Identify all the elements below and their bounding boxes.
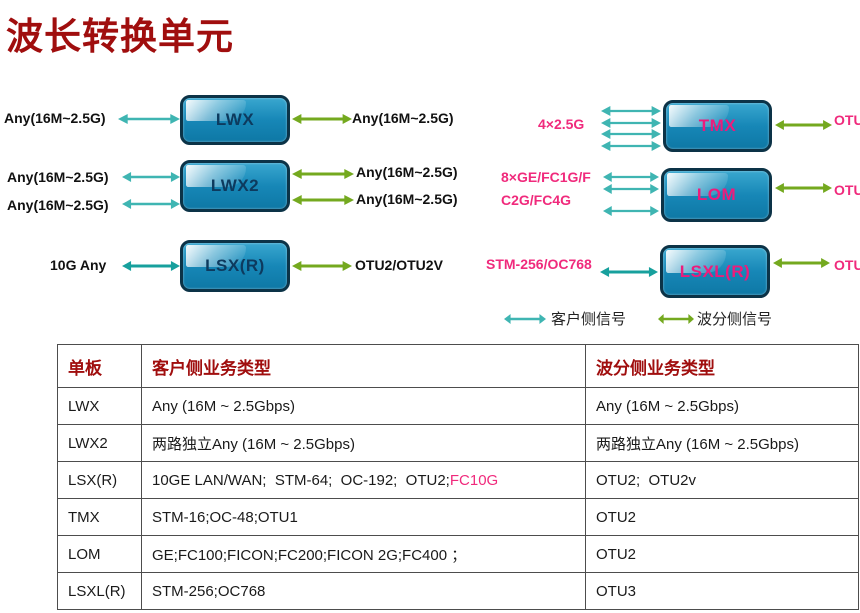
cell-board: LWX2: [57, 424, 142, 462]
wdm-signal-arrow-icon: [292, 194, 354, 206]
client-signal-arrow-icon: [603, 171, 659, 183]
cell-board: LSX(R): [57, 461, 142, 499]
board-lwx2: LWX2: [180, 160, 290, 212]
cell-board: LSXL(R): [57, 572, 142, 610]
board-tmx: TMX: [663, 100, 772, 152]
board-label: TMX: [698, 116, 737, 135]
cell-client: STM-16;OC-48;OTU1: [141, 498, 586, 536]
cell-client-highlight: FC10G: [449, 471, 499, 489]
port-label-clipped: OTU2: [834, 182, 860, 198]
wdm-signal-arrow-icon: [292, 113, 352, 125]
gloss-highlight: [186, 165, 247, 188]
port-label-clipped: OTU3: [834, 257, 860, 273]
port-label: Any(16M~2.5G): [356, 164, 458, 180]
table-row-lom: LOM GE;FC100;FICON;FC200;FICON 2G;FC400 …: [57, 535, 859, 573]
cell-wdm: OTU2: [585, 535, 859, 573]
gloss-highlight: [667, 173, 728, 197]
cell-wdm: Any (16M ~ 2.5Gbps): [585, 387, 859, 425]
cell-client: 10GE LAN/WAN; STM-64; OC-192; OTU2;FC10G: [141, 461, 586, 499]
port-label: C2G/FC4G: [501, 192, 572, 208]
port-label: 10G Any: [50, 257, 107, 273]
port-label: Any(16M~2.5G): [7, 169, 109, 185]
gloss-highlight: [186, 100, 247, 122]
client-signal-arrow-icon: [603, 205, 659, 217]
cell-client: Any (16M ~ 2.5Gbps): [141, 387, 586, 425]
header-board: 单板: [57, 344, 142, 388]
table-row-lwx2: LWX2 两路独立Any (16M ~ 2.5Gbps) 两路独立Any (16…: [57, 424, 859, 462]
cell-client: GE;FC100;FICON;FC200;FICON 2G;FC400 ；: [141, 535, 586, 573]
cell-wdm: OTU3: [585, 572, 859, 610]
port-label: Any(16M~2.5G): [352, 110, 454, 126]
cell-wdm: 两路独立Any (16M ~ 2.5Gbps): [585, 424, 859, 462]
board-label: LWX2: [210, 176, 260, 195]
client-signal-arrow-icon: [122, 198, 180, 210]
port-label: 4×2.5G: [538, 116, 585, 132]
port-label-clipped: OTU2: [834, 112, 860, 128]
table-row-tmx: TMX STM-16;OC-48;OTU1 OTU2: [57, 498, 859, 536]
port-label: Any(16M~2.5G): [356, 191, 458, 207]
cell-client: STM-256;OC768: [141, 572, 586, 610]
client-signal-arrow-icon: [122, 171, 180, 183]
client-signal-arrow-icon: [601, 117, 661, 129]
table-header-row: 单板 客户侧业务类型 波分侧业务类型: [57, 344, 859, 388]
port-label: OTU2/OTU2V: [355, 257, 443, 273]
page-title: 波长转换单元: [6, 16, 234, 57]
client-signal-arrow-icon: [600, 266, 658, 278]
port-label: STM-256/OC768: [486, 256, 592, 272]
board-label: LSXL(R): [679, 261, 751, 281]
wdm-signal-arrow-icon: [775, 119, 832, 131]
legend-client-label: 客户侧信号: [551, 311, 627, 328]
client-signal-arrow-icon: [601, 140, 661, 152]
port-label: Any(16M~2.5G): [4, 110, 106, 126]
wdm-signal-arrow-icon: [773, 257, 830, 269]
wdm-signal-arrow-icon: [292, 168, 354, 180]
wdm-signal-arrow-icon: [775, 182, 832, 194]
gloss-highlight: [669, 105, 729, 128]
table-row-lwx: LWX Any (16M ~ 2.5Gbps) Any (16M ~ 2.5Gb…: [57, 387, 859, 425]
cell-wdm: OTU2; OTU2v: [585, 461, 859, 499]
gloss-highlight: [186, 245, 247, 268]
table-row-lsxr: LSX(R) 10GE LAN/WAN; STM-64; OC-192; OTU…: [57, 461, 859, 499]
header-client-type: 客户侧业务类型: [141, 344, 586, 388]
legend-wdm-label: 波分侧信号: [697, 311, 773, 328]
board-lsxlr: LSXL(R): [660, 245, 770, 298]
cell-client-text: 10GE LAN/WAN; STM-64; OC-192; OTU2;: [152, 471, 450, 489]
cell-wdm: OTU2: [585, 498, 859, 536]
table-row-lsxlr: LSXL(R) STM-256;OC768 OTU3: [57, 572, 859, 610]
legend-client-arrow-icon: [504, 313, 546, 325]
client-signal-arrow-icon: [122, 260, 180, 272]
cell-board: LWX: [57, 387, 142, 425]
port-label: 8×GE/FC1G/F: [501, 169, 591, 185]
board-label: LWX: [215, 110, 255, 129]
wdm-signal-arrow-icon: [292, 260, 352, 272]
client-signal-arrow-icon: [603, 183, 659, 195]
cell-board: TMX: [57, 498, 142, 536]
header-wdm-type: 波分侧业务类型: [585, 344, 859, 388]
board-lom: LOM: [661, 168, 772, 222]
board-lsxr: LSX(R): [180, 240, 290, 292]
legend-wdm-arrow-icon: [658, 313, 694, 325]
cell-board: LOM: [57, 535, 142, 573]
port-label: Any(16M~2.5G): [7, 197, 109, 213]
board-spec-table: 单板 客户侧业务类型 波分侧业务类型 LWX Any (16M ~ 2.5Gbp…: [57, 344, 859, 610]
client-signal-arrow-icon: [118, 113, 180, 125]
client-signal-arrow-icon: [601, 105, 661, 117]
gloss-highlight: [666, 250, 727, 273]
board-label: LOM: [696, 185, 737, 204]
board-label: LSX(R): [205, 256, 265, 275]
cell-client: 两路独立Any (16M ~ 2.5Gbps): [141, 424, 586, 462]
client-signal-arrow-icon: [601, 128, 661, 140]
board-lwx: LWX: [180, 95, 290, 145]
